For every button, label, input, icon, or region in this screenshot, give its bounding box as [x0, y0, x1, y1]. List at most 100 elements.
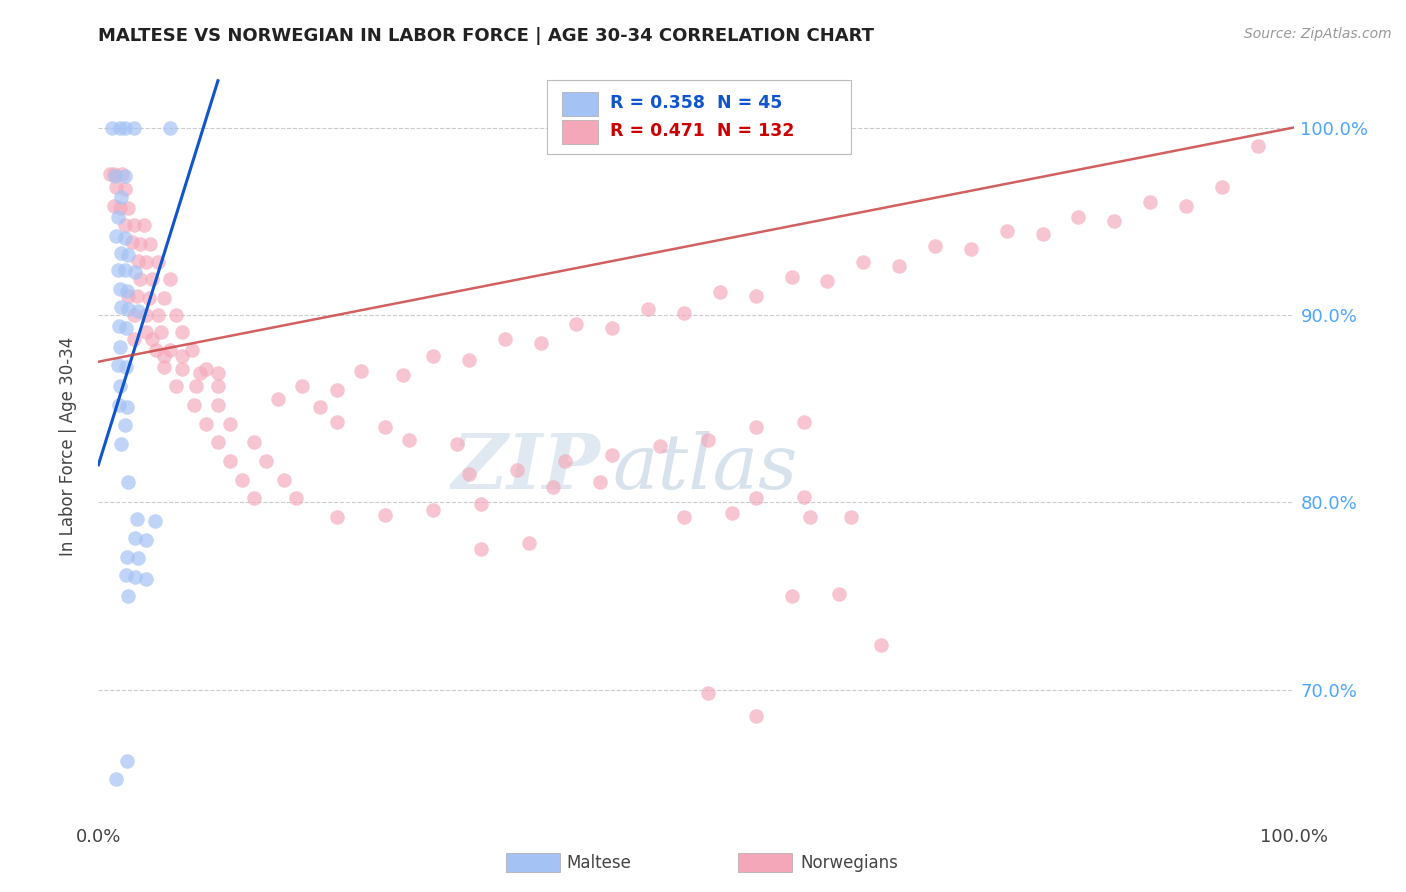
Point [141, 332, 163, 346]
Point [107, 398, 129, 412]
Point [108, 282, 131, 296]
Point [114, 218, 136, 232]
Point [153, 360, 176, 375]
Point [107, 263, 129, 277]
Point [129, 272, 152, 286]
Point [114, 182, 136, 196]
Point [114, 418, 136, 433]
Point [697, 434, 720, 448]
Point [231, 473, 253, 487]
Point [180, 343, 202, 358]
Point [745, 708, 768, 723]
Point [135, 308, 157, 322]
Point [458, 467, 481, 482]
Point [172, 325, 194, 339]
Point [799, 510, 821, 524]
Text: R = 0.471  N = 132: R = 0.471 N = 132 [610, 122, 794, 140]
Point [392, 368, 415, 382]
Point [852, 255, 875, 269]
Point [165, 379, 187, 393]
Point [114, 231, 136, 245]
Text: atlas: atlas [613, 432, 797, 506]
Point [924, 238, 946, 252]
Point [107, 359, 129, 373]
Point [111, 168, 134, 182]
Point [565, 318, 588, 332]
Point [673, 510, 696, 524]
Point [374, 420, 396, 434]
Point [114, 263, 136, 277]
Point [110, 246, 132, 260]
Point [709, 285, 731, 300]
Point [291, 379, 314, 393]
Point [124, 120, 146, 135]
Point [132, 218, 155, 232]
Point [129, 236, 152, 251]
Point [135, 533, 157, 547]
Text: MALTESE VS NORWEGIAN IN LABOR FORCE | AGE 30-34 CORRELATION CHART: MALTESE VS NORWEGIAN IN LABOR FORCE | AG… [98, 27, 875, 45]
Point [183, 398, 205, 412]
Point [108, 340, 131, 354]
Point [1139, 195, 1161, 210]
Point [273, 473, 295, 487]
Point [143, 514, 166, 528]
Point [195, 417, 218, 431]
Point [267, 392, 290, 407]
Point [124, 531, 146, 545]
Point [172, 362, 194, 376]
Text: Maltese: Maltese [567, 854, 631, 871]
Point [110, 301, 132, 315]
Point [446, 437, 468, 451]
Point [153, 349, 176, 363]
Point [470, 542, 492, 557]
Point [398, 434, 420, 448]
Point [159, 343, 181, 358]
Point [117, 201, 139, 215]
Point [541, 480, 564, 494]
Point [326, 383, 349, 397]
Point [117, 302, 139, 317]
Point [673, 306, 696, 320]
Point [124, 308, 146, 322]
Point [793, 415, 815, 429]
Point [793, 490, 815, 504]
Point [745, 289, 768, 303]
Point [114, 120, 136, 135]
Point [374, 508, 396, 523]
Point [103, 199, 125, 213]
Point [841, 510, 863, 524]
Point [530, 336, 553, 351]
Point [165, 308, 187, 322]
Text: ZIP: ZIP [451, 432, 600, 506]
Point [135, 325, 157, 339]
Point [188, 366, 211, 380]
Point [124, 332, 146, 346]
FancyBboxPatch shape [547, 80, 852, 153]
Point [554, 454, 576, 468]
Point [422, 349, 444, 363]
Point [107, 211, 129, 225]
Point [870, 638, 893, 652]
Point [135, 255, 157, 269]
FancyBboxPatch shape [562, 92, 598, 116]
Point [780, 270, 803, 285]
Point [186, 379, 208, 393]
Point [105, 180, 128, 194]
Point [195, 362, 218, 376]
FancyBboxPatch shape [562, 120, 598, 144]
Point [115, 568, 138, 582]
Point [148, 255, 170, 269]
Point [308, 400, 330, 414]
Point [117, 289, 139, 303]
Point [745, 491, 768, 506]
Point [127, 253, 149, 268]
Text: Source: ZipAtlas.com: Source: ZipAtlas.com [1244, 27, 1392, 41]
Point [117, 248, 139, 262]
Point [117, 475, 139, 489]
Point [124, 570, 146, 584]
Point [103, 168, 125, 182]
Point [110, 190, 132, 204]
Point [1104, 214, 1126, 228]
Point [124, 218, 146, 232]
Point [219, 454, 242, 468]
